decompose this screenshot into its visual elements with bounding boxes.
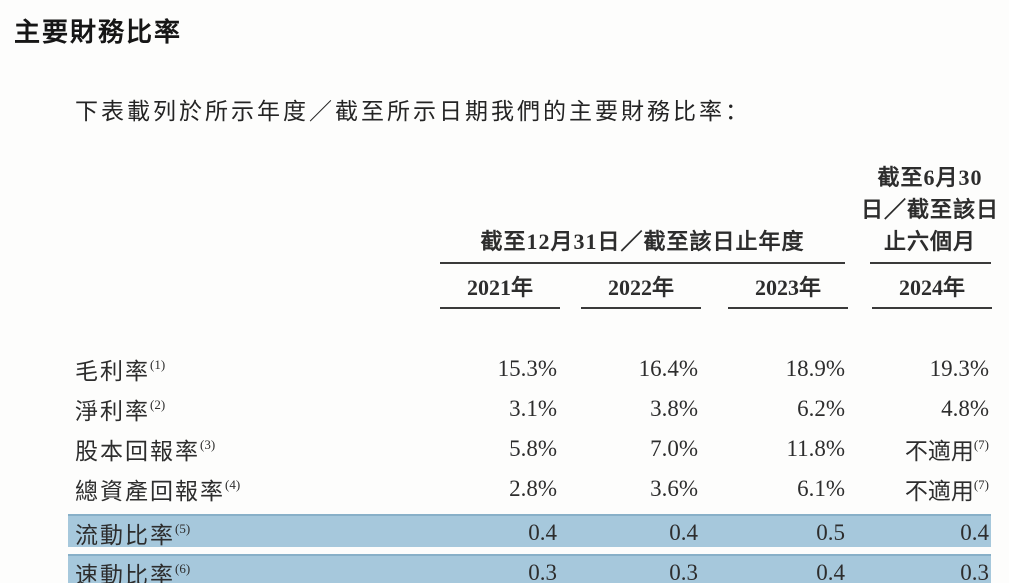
row-value: 5.8% bbox=[509, 436, 557, 461]
table-row: 淨利率(2) 3.1% 3.8% 6.2% 4.8% bbox=[75, 389, 1000, 429]
row-value: 6.1% bbox=[797, 476, 845, 501]
table-row: 毛利率(1) 15.3% 16.4% 18.9% 19.3% bbox=[75, 349, 1000, 389]
row-value: 15.3% bbox=[497, 356, 557, 381]
footnote-marker: (3) bbox=[200, 437, 216, 453]
footnote-marker: (5) bbox=[175, 521, 191, 537]
footnote-marker: (7) bbox=[973, 477, 989, 493]
row-value: 16.4% bbox=[638, 356, 698, 381]
row-value: 3.8% bbox=[650, 396, 698, 421]
row-value: 不適用(7) bbox=[904, 477, 989, 504]
row-value: 不適用(7) bbox=[904, 437, 989, 464]
row-value: 0.3 bbox=[669, 560, 698, 583]
year-header-cell: 2021年 bbox=[416, 264, 560, 309]
row-label: 淨利率(2) bbox=[75, 397, 166, 424]
year-header-2023: 2023年 bbox=[728, 264, 848, 309]
footnote-marker: (7) bbox=[973, 437, 989, 453]
year-header-2021: 2021年 bbox=[440, 264, 560, 309]
year-header-2022: 2022年 bbox=[581, 264, 701, 309]
footnote-marker: (4) bbox=[225, 477, 241, 493]
row-value: 19.3% bbox=[929, 356, 989, 381]
row-value: 0.4 bbox=[816, 560, 845, 583]
row-value: 0.3 bbox=[528, 560, 557, 583]
row-value: 0.4 bbox=[960, 520, 989, 545]
table-body: 毛利率(1) 15.3% 16.4% 18.9% 19.3% 淨利率(2) 3.1% 3.8%… bbox=[68, 349, 1000, 583]
row-value: 7.0% bbox=[650, 436, 698, 461]
financial-ratios-table: 截至12月31日／截至該日止年度 截至6月30 日／截至該日 止六個月 2021… bbox=[68, 160, 1000, 583]
row-label: 股本回報率(3) bbox=[75, 437, 216, 464]
table-year-header-row: 2021年 2022年 2023年 2024年 bbox=[75, 264, 1000, 309]
label-column-spacer bbox=[75, 264, 416, 309]
footnote-marker: (1) bbox=[150, 357, 166, 373]
row-value: 2.8% bbox=[509, 476, 557, 501]
table-row: 流動比率(5) 0.4 0.4 0.5 0.4 bbox=[68, 514, 991, 548]
row-value: 0.5 bbox=[816, 520, 845, 545]
row-value: 11.8% bbox=[786, 436, 845, 461]
row-value: 0.4 bbox=[669, 520, 698, 545]
intro-text: 下表載列於所示年度／截至所示日期我們的主要財務比率： bbox=[75, 99, 751, 124]
row-value: 4.8% bbox=[941, 396, 989, 421]
year-header-cell: 2022年 bbox=[557, 264, 701, 309]
row-label: 速動比率(6) bbox=[75, 561, 191, 583]
row-value: 18.9% bbox=[785, 356, 845, 381]
table-row: 速動比率(6) 0.3 0.3 0.4 0.3 bbox=[68, 554, 991, 583]
annual-period-header-cell: 截至12月31日／截至該日止年度 bbox=[416, 224, 845, 264]
row-value: 0.4 bbox=[528, 520, 557, 545]
interim-header-line: 止六個月 bbox=[883, 229, 976, 254]
footnote-marker: (2) bbox=[150, 397, 166, 413]
row-value: 6.2% bbox=[797, 396, 845, 421]
row-value: 3.6% bbox=[650, 476, 698, 501]
table-row: 股本回報率(3) 5.8% 7.0% 11.8% 不適用(7) bbox=[75, 429, 1000, 469]
row-label: 總資產回報率(4) bbox=[75, 477, 241, 504]
interim-period-header: 截至6月30 日／截至該日 止六個月 bbox=[850, 160, 1009, 264]
year-header-cell: 2024年 bbox=[845, 264, 992, 309]
row-value: 0.3 bbox=[960, 560, 989, 583]
year-header-2024: 2024年 bbox=[872, 264, 992, 309]
header-rule bbox=[869, 262, 991, 264]
year-header-cell: 2023年 bbox=[698, 264, 848, 309]
interim-period-header-cell: 截至6月30 日／截至該日 止六個月 bbox=[845, 160, 998, 264]
table-group-header-row: 截至12月31日／截至該日止年度 截至6月30 日／截至該日 止六個月 bbox=[75, 160, 1000, 264]
row-label: 毛利率(1) bbox=[75, 357, 166, 384]
row-label: 流動比率(5) bbox=[75, 521, 191, 548]
page-title: 主要財務比率 bbox=[14, 17, 183, 47]
annual-period-header: 截至12月31日／截至該日止年度 bbox=[440, 224, 845, 264]
row-value: 3.1% bbox=[509, 396, 557, 421]
interim-header-line: 截至6月30 bbox=[877, 165, 983, 190]
interim-header-line: 日／截至該日 bbox=[860, 197, 999, 222]
footnote-marker: (6) bbox=[175, 561, 191, 577]
table-row: 總資產回報率(4) 2.8% 3.6% 6.1% 不適用(7) bbox=[75, 469, 1000, 509]
